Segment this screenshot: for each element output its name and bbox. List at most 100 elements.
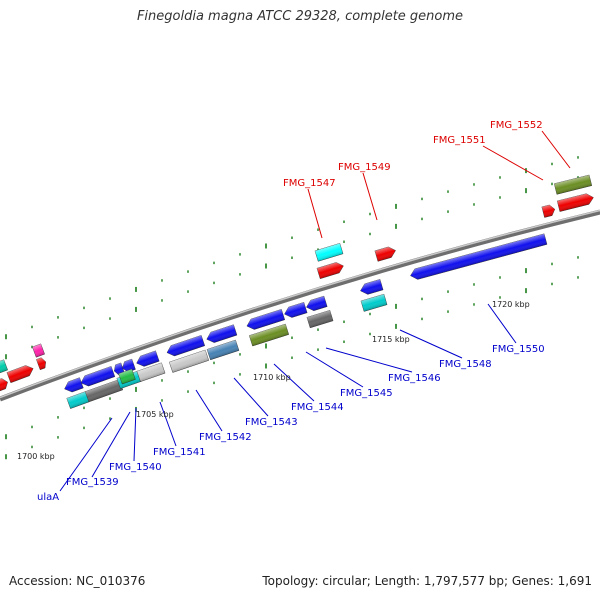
gene-fmg-1543-steel — [206, 339, 240, 361]
genome-backbone-line — [0, 209, 600, 402]
gene-fmg-1543-blue — [206, 324, 238, 343]
gene-ulaa-blue — [64, 377, 84, 393]
gene-fmg-1546-grey — [306, 310, 334, 329]
gene-small-blue-1-shade — [114, 362, 125, 376]
scale-label-1715: 1715 kbp — [372, 335, 410, 344]
gene-red-1-shade — [6, 365, 34, 383]
gene-label-fmg-1547: FMG_1547 — [283, 178, 336, 189]
gene-fmg-1547-cyan-shade — [314, 243, 344, 262]
gene-fmg-1549 — [374, 246, 396, 262]
gene-fmg-1539-grey-shade — [85, 379, 123, 402]
gene-fmg-1547-red — [316, 262, 344, 279]
gene-red-2-shade — [36, 357, 46, 370]
gene-label-fmg-1542: FMG_1542 — [199, 432, 252, 443]
gene-fmg-1540-green-shade — [118, 369, 136, 385]
gene-fmg-1552-red — [556, 193, 594, 212]
leader-fmg-1544 — [273, 363, 315, 402]
accession-text: Accession: NC_010376 — [9, 574, 146, 588]
gene-fmg-1542-blue-shade — [166, 335, 205, 356]
gene-fmg-1539-grey — [84, 379, 124, 403]
leader-fmg-1552 — [541, 130, 571, 169]
gene-label-fmg-1544: FMG_1544 — [291, 402, 344, 413]
gene-red-2 — [36, 357, 46, 371]
gene-label-fmg-1551: FMG_1551 — [433, 135, 486, 146]
gene-pink-0-shade — [32, 343, 45, 358]
label-leader-lines — [59, 130, 571, 492]
gene-label-fmg-1541: FMG_1541 — [153, 447, 206, 458]
scale-label-1710: 1710 kbp — [253, 373, 291, 382]
gene-features — [0, 174, 594, 409]
gene-fmg-1539-blue — [80, 366, 116, 387]
scale-label-1720: 1720 kbp — [492, 300, 530, 309]
gene-small-blue-2 — [122, 358, 136, 373]
gene-fmg-1540-green — [118, 368, 136, 385]
genome-backbone-highlight — [0, 209, 600, 399]
gene-label-fmg-1548: FMG_1548 — [439, 359, 492, 370]
gene-fmg-1544-blue — [246, 309, 286, 330]
gene-fmg-1548-blue — [360, 279, 384, 295]
gene-red-0 — [0, 378, 8, 392]
gene-label-fmg-1539: FMG_1539 — [66, 477, 119, 488]
leader-fmg-1540 — [133, 407, 137, 462]
leader-fmg-1551 — [482, 145, 544, 181]
gene-fmg-1544-olive-shade — [249, 324, 289, 347]
gene-fmg-1550-blue-shade — [410, 233, 548, 280]
genome-title: Finegoldia magna ATCC 29328, complete ge… — [136, 9, 464, 24]
tick-marks — [5, 156, 579, 460]
gene-ulaa-cyan-shade — [66, 391, 90, 409]
gene-fmg-1549-shade — [374, 246, 396, 262]
gene-fmg-1546-blue — [306, 295, 328, 311]
gene-fmg-1542-lightgrey — [168, 349, 210, 373]
gene-fmg-1546-grey-shade — [306, 310, 334, 328]
gene-red-1 — [6, 365, 34, 384]
gene-fmg-1552-green-shade — [554, 174, 592, 195]
gene-fmg-1548-cyan-shade — [360, 294, 388, 312]
leader-fmg-1541 — [159, 401, 177, 447]
gene-label-fmg-1540: FMG_1540 — [109, 462, 162, 473]
leader-fmg-1549 — [362, 172, 378, 221]
genome-backbone — [0, 209, 600, 402]
leader-fmg-1550 — [487, 303, 517, 344]
gene-fmg-1544-olive — [248, 323, 290, 347]
topology-text: Topology: circular; Length: 1,797,577 bp… — [262, 574, 592, 588]
leader-fmg-1546 — [325, 347, 413, 373]
gene-fmg-1551-shade — [541, 204, 555, 218]
leader-fmg-1547 — [307, 188, 323, 239]
leader-fmg-1539 — [91, 411, 131, 478]
gene-fmg-1541-lightgrey — [136, 362, 166, 382]
gene-small-blue-1 — [114, 362, 125, 376]
gene-fmg-1542-blue — [166, 335, 206, 357]
gene-teal-0-shade — [0, 359, 8, 373]
gene-fmg-1541-lightgrey-shade — [136, 362, 166, 382]
gene-fmg-1546-blue-shade — [306, 296, 328, 311]
gene-fmg-1545-blue — [284, 302, 308, 318]
gene-label-fmg-1549: FMG_1549 — [338, 162, 391, 173]
gene-pink-0 — [32, 343, 45, 358]
gene-fmg-1550-blue — [410, 233, 548, 280]
scale-label-1700: 1700 kbp — [17, 452, 55, 461]
gene-label-fmg-1545: FMG_1545 — [340, 388, 393, 399]
leader-fmg-1548 — [399, 329, 463, 359]
gene-fmg-1545-blue-shade — [284, 302, 308, 318]
gene-fmg-1542-lightgrey-shade — [169, 349, 209, 373]
gene-labels: FMG_1547 FMG_1549 FMG_1551 FMG_1552 ulaA… — [17, 120, 545, 503]
gene-fmg-1539-blue-shade — [80, 366, 115, 387]
gene-fmg-1547-red-shade — [316, 262, 344, 279]
gene-fmg-1544-blue-shade — [246, 309, 285, 330]
gene-ulaa-blue-shade — [64, 377, 84, 393]
gene-fmg-1541-blue — [136, 350, 160, 367]
gene-label-fmg-1550: FMG_1550 — [492, 344, 545, 355]
gene-fmg-1552-red-shade — [557, 193, 594, 212]
gene-fmg-1552-green — [553, 174, 593, 195]
gene-label-fmg-1552: FMG_1552 — [490, 120, 543, 131]
scale-label-1705: 1705 kbp — [136, 410, 174, 419]
gene-teal-0 — [0, 359, 8, 374]
leader-ulaa — [59, 417, 113, 492]
gene-fmg-1541-blue-shade — [136, 350, 160, 367]
leader-fmg-1545 — [305, 351, 364, 388]
leader-fmg-1542 — [195, 389, 223, 432]
gene-label-ulaa: ulaA — [37, 492, 59, 503]
gene-red-0-shade — [0, 378, 8, 392]
gene-fmg-1548-cyan — [360, 293, 388, 312]
